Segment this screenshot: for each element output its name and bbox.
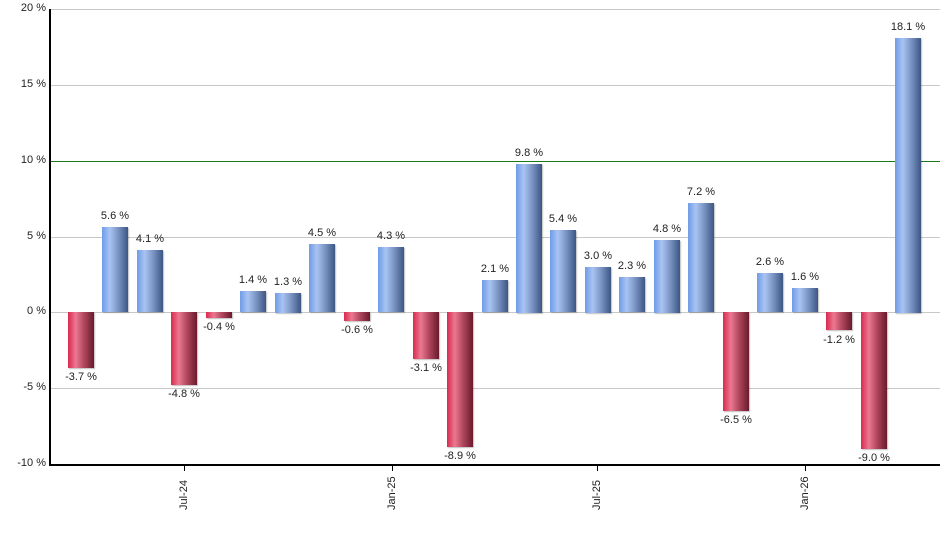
positive-bar (585, 267, 611, 313)
bar-value-label: 4.1 % (135, 233, 165, 245)
bar-value-label: 5.4 % (548, 213, 578, 225)
gridline (50, 85, 940, 86)
positive-bar (102, 227, 128, 312)
gridline (50, 312, 940, 313)
bar-value-label: -8.9 % (444, 450, 476, 462)
bar-value-label: 7.2 % (686, 186, 716, 198)
x-tick-label: Jan-25 (386, 476, 398, 510)
positive-bar (619, 277, 645, 312)
bar-value-label: -0.6 % (341, 324, 373, 336)
positive-bar (240, 291, 266, 312)
x-tick (805, 465, 806, 471)
positive-bar (516, 164, 542, 313)
negative-bar (206, 312, 232, 318)
positive-bar (482, 280, 508, 312)
positive-bar (309, 244, 335, 312)
bar-value-label: -1.2 % (823, 334, 855, 346)
negative-bar (171, 312, 197, 385)
negative-bar (413, 312, 439, 359)
y-tick-label: 15 % (20, 78, 46, 90)
x-tick-label: Jul-24 (178, 480, 190, 510)
positive-bar (792, 288, 818, 312)
x-tick (597, 465, 598, 471)
bar-value-label: 1.3 % (273, 276, 303, 288)
bar-value-label: 4.5 % (307, 227, 337, 239)
y-tick-label: -5 % (23, 381, 46, 393)
bar-value-label: 1.4 % (238, 274, 268, 286)
positive-bar (757, 273, 783, 312)
bar-value-label: 1.6 % (790, 271, 820, 283)
bar-value-label: 4.8 % (652, 223, 682, 235)
y-tick-label: 10 % (20, 154, 46, 166)
positive-bar (895, 38, 921, 313)
y-tick-label: 5 % (27, 230, 46, 242)
reference-line (50, 161, 940, 162)
bar-value-label: -3.1 % (410, 362, 442, 374)
bar-value-label: 2.3 % (617, 260, 647, 272)
y-tick-label: -10 % (17, 457, 46, 469)
bar-value-label: -4.8 % (168, 388, 200, 400)
gridline (50, 9, 940, 10)
gridline (50, 237, 940, 238)
x-tick-label: Jan-26 (799, 476, 811, 510)
x-axis (49, 464, 940, 466)
x-tick (392, 465, 393, 471)
positive-bar (688, 203, 714, 312)
bar-value-label: -9.0 % (858, 452, 890, 464)
x-tick (184, 465, 185, 471)
x-tick-label: Jul-25 (591, 480, 603, 510)
bar-value-label: 5.6 % (100, 210, 130, 222)
bar-value-label: 2.1 % (480, 263, 510, 275)
y-tick-label: 0 % (27, 305, 46, 317)
y-tick-label: 20 % (20, 2, 46, 14)
bar-value-label: -3.7 % (65, 371, 97, 383)
bar-value-label: -0.4 % (203, 321, 235, 333)
negative-bar (826, 312, 852, 330)
positive-bar (654, 240, 680, 313)
negative-bar (344, 312, 370, 321)
bar-value-label: 4.3 % (376, 230, 406, 242)
bar-value-label: 18.1 % (890, 21, 926, 33)
y-axis (49, 9, 51, 465)
negative-bar (68, 312, 94, 368)
positive-bar (275, 293, 301, 313)
positive-bar (137, 250, 163, 312)
bar-value-label: 2.6 % (755, 256, 785, 268)
positive-bar (550, 230, 576, 312)
bar-value-label: -6.5 % (720, 414, 752, 426)
negative-bar (861, 312, 887, 449)
negative-bar (447, 312, 473, 447)
bar-value-label: 3.0 % (583, 250, 613, 262)
gridline (50, 388, 940, 389)
bar-value-label: 9.8 % (514, 147, 544, 159)
positive-bar (378, 247, 404, 312)
negative-bar (723, 312, 749, 411)
